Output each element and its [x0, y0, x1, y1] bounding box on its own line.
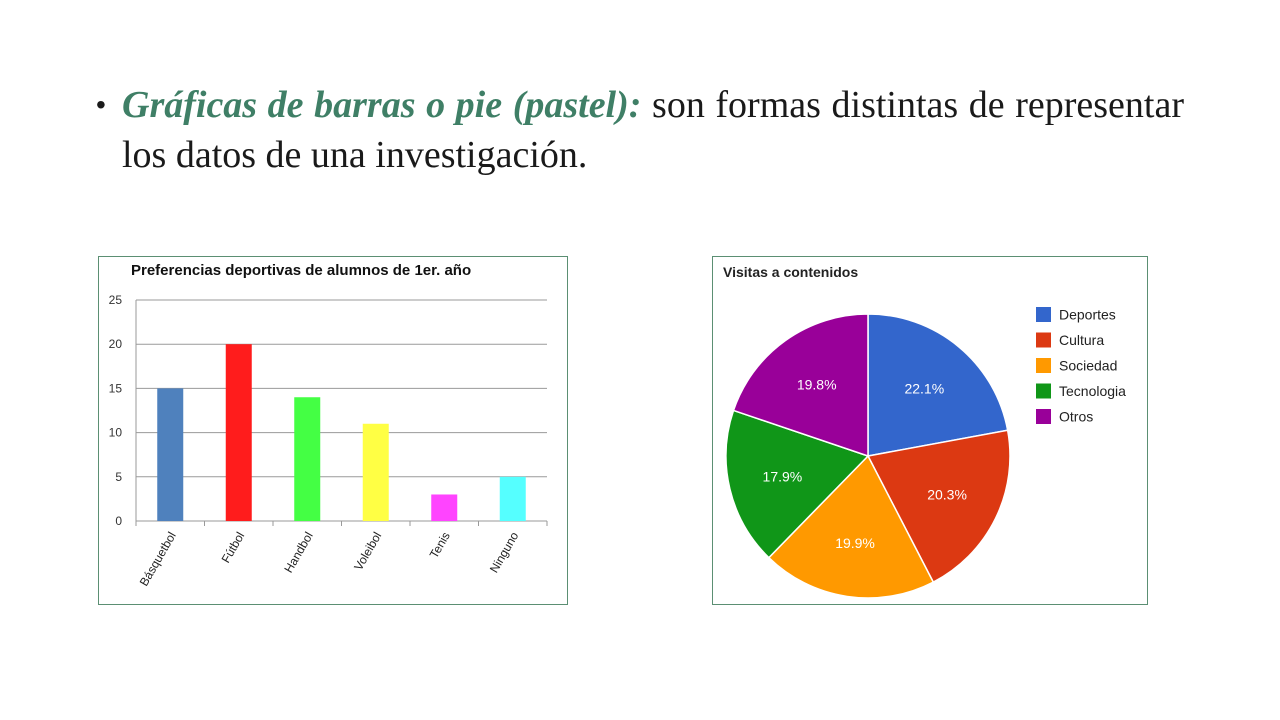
bullet-lead: Gráficas de barras o pie (pastel):: [122, 84, 642, 126]
bar: [362, 423, 389, 521]
pie-slice: [867, 313, 1009, 457]
bar: [225, 344, 252, 521]
pie-slice-label: 17.9%: [763, 469, 803, 485]
pie-chart-frame: Visitas a contenidos 22.1% 20.3% 19.9% 17.9…: [712, 256, 1148, 605]
legend-swatch: [1036, 383, 1051, 399]
legend-swatch: [1036, 409, 1051, 424]
bullet-point: • Gráficas de barras o pie (pastel): son…: [96, 80, 1184, 180]
y-tick-label: 15: [109, 381, 123, 395]
bar-chart-title: Preferencias deportivas de alumnos de 1e…: [131, 262, 471, 279]
pie-slice-label: 22.1%: [904, 380, 944, 396]
legend-swatch: [1036, 332, 1051, 348]
x-tick-label: Ninguno: [487, 529, 522, 575]
y-tick-label: 25: [109, 293, 123, 307]
legend-label: Cultura: [1059, 332, 1104, 348]
bullet-text: Gráficas de barras o pie (pastel): son f…: [122, 80, 1184, 180]
bar: [294, 397, 321, 521]
pie-slice: [725, 409, 870, 559]
pie-slice: [866, 429, 1011, 584]
legend-label: Otros: [1059, 409, 1093, 425]
y-tick-label: 5: [115, 470, 122, 484]
bar: [499, 476, 526, 521]
y-tick-label: 20: [109, 337, 123, 351]
y-tick-label: 10: [109, 426, 123, 440]
pie-slice-label: 20.3%: [927, 487, 967, 503]
bar: [157, 388, 184, 521]
x-tick-label: Tenis: [427, 530, 453, 561]
pie-chart-title: Visitas a contenidos: [723, 264, 858, 280]
y-tick-label: 0: [115, 514, 122, 528]
bullet-dot-icon: •: [96, 89, 106, 120]
x-tick-label: Básquetbol: [137, 530, 179, 589]
pie-slice-label: 19.9%: [835, 535, 875, 551]
bar: [431, 494, 458, 521]
legend-swatch: [1036, 307, 1051, 322]
legend-swatch: [1036, 358, 1051, 373]
x-tick-label: Handbol: [281, 530, 315, 576]
bullet-body: son formas distintas de representar los …: [122, 84, 1185, 176]
x-tick-label: Fútbol: [219, 530, 248, 566]
pie-slice: [732, 313, 869, 458]
legend-label: Sociedad: [1059, 358, 1117, 374]
pie-chart: Visitas a contenidos 22.1% 20.3% 19.9% 17.9…: [723, 264, 1126, 599]
bar-chart: Preferencias deportivas de alumnos de 1e…: [109, 262, 548, 589]
bar-chart-frame: Preferencias deportivas de alumnos de 1e…: [98, 256, 568, 605]
legend-label: Tecnologia: [1059, 383, 1126, 399]
x-tick-label: Voleibol: [351, 530, 384, 573]
legend-label: Deportes: [1059, 307, 1116, 323]
pie-slice: [767, 454, 935, 599]
pie-slice-label: 19.8%: [797, 376, 837, 392]
